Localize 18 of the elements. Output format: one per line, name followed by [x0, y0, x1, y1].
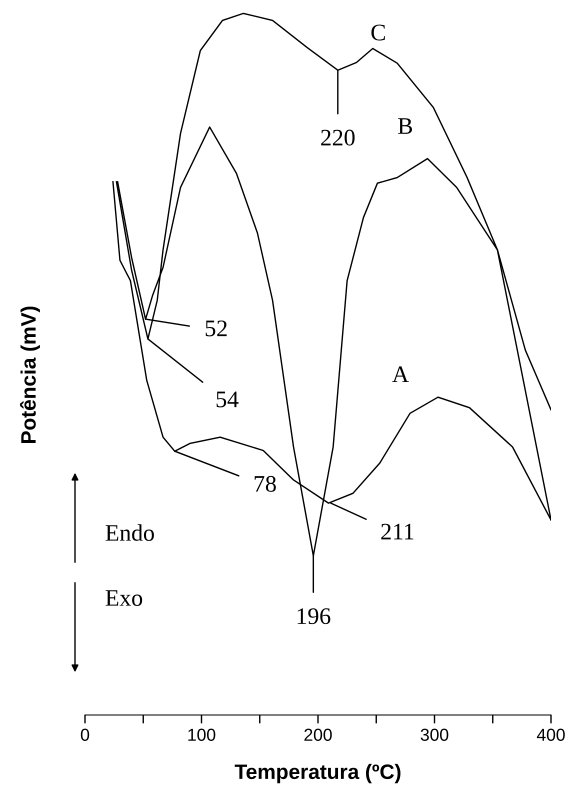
annotation: 54	[216, 392, 239, 408]
x-tick-label: 300	[420, 728, 448, 741]
x-tick-label: 100	[188, 728, 216, 741]
series-label: C	[371, 24, 385, 41]
annotation: 196	[298, 608, 330, 624]
annotation: Exo	[106, 590, 142, 606]
x-tick-label: 400	[536, 728, 565, 741]
annotation: Endo	[106, 524, 154, 541]
series-label: A	[392, 366, 409, 382]
x-tick-label: 0	[80, 728, 90, 741]
x-tick-label: 200	[304, 728, 332, 741]
x-axis-title: Temperatura (ºC)	[234, 764, 400, 784]
annotation: 211	[381, 524, 414, 540]
annotation: 220	[321, 130, 355, 146]
annotation: 52	[206, 320, 227, 336]
y-axis-title: Potência (mV)	[20, 306, 40, 444]
annotation: 78	[254, 476, 276, 492]
series-label: B	[398, 118, 412, 134]
